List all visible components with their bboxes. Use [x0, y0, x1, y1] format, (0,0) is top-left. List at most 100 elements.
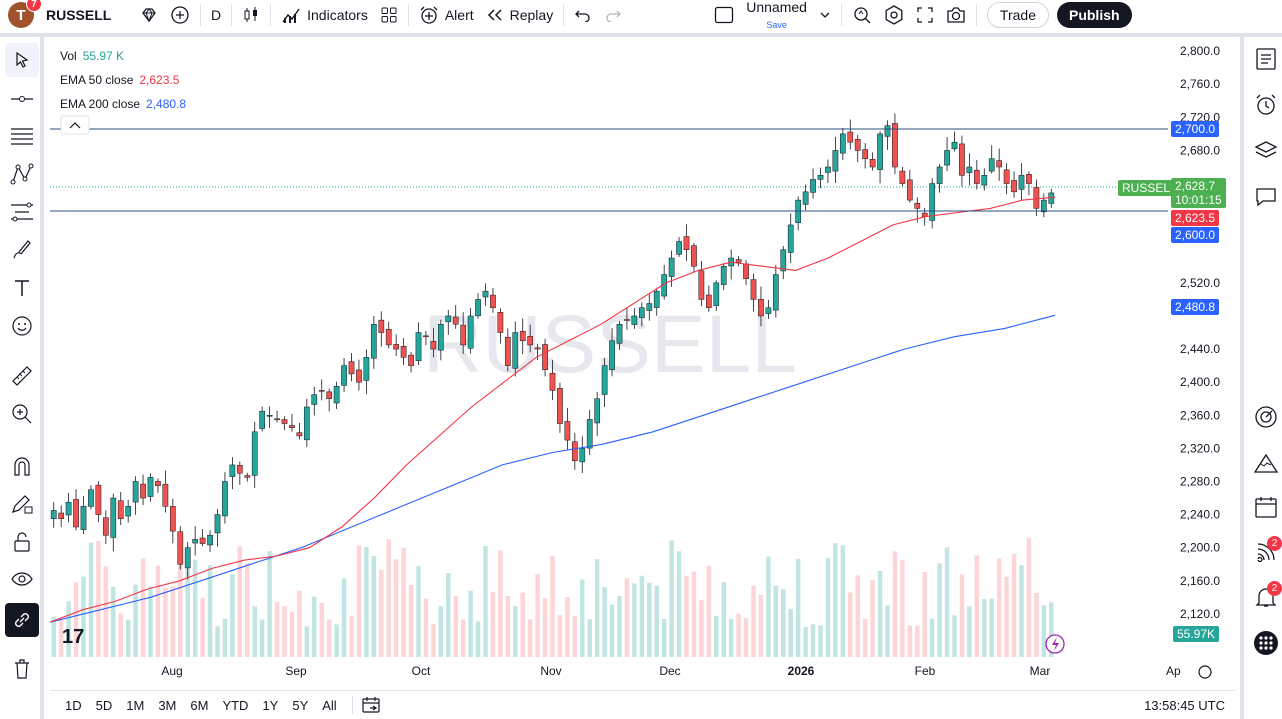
measure-tool[interactable]: [5, 359, 39, 393]
range-button-6m[interactable]: 6M: [190, 697, 209, 713]
legend-vol[interactable]: Vol 55.97 K: [60, 44, 186, 68]
chat-button[interactable]: [1248, 179, 1282, 215]
quick-search-icon[interactable]: [846, 1, 878, 29]
candle-body: [199, 537, 206, 544]
volume-bar: [1034, 592, 1039, 657]
candle-body: [192, 539, 199, 544]
volume-bar: [870, 580, 875, 657]
drawing-mode-tool[interactable]: [5, 487, 39, 521]
hline-upper-label[interactable]: 2,700.0: [1171, 121, 1220, 137]
price-tick: 2,200.0: [1180, 541, 1220, 555]
volume-bar: [684, 575, 689, 657]
hline-lower-label[interactable]: 2,600.0: [1171, 227, 1220, 243]
streams-button[interactable]: 2: [1248, 534, 1282, 570]
fullscreen-icon[interactable]: [910, 1, 940, 29]
layout-select-icon[interactable]: [708, 1, 740, 29]
last-price-box[interactable]: 2,628.7 10:01:15: [1171, 178, 1226, 208]
volume-bar: [468, 590, 473, 657]
user-avatar[interactable]: T 7: [8, 0, 42, 28]
trade-button[interactable]: Trade: [986, 2, 1049, 28]
time-axis-settings-icon[interactable]: [1198, 665, 1212, 679]
volume-bar: [475, 621, 481, 657]
range-button-5d[interactable]: 5D: [95, 697, 113, 713]
candle-body: [65, 501, 72, 516]
volume-bar: [297, 590, 302, 657]
utc-clock[interactable]: 13:58:45 UTC: [1144, 697, 1225, 713]
remove-drawings-tool[interactable]: [5, 652, 39, 686]
indicators-button[interactable]: Indicators: [275, 1, 374, 29]
calendar-button[interactable]: [1248, 489, 1282, 525]
candle-body: [609, 340, 615, 370]
sync-drawings-tool[interactable]: [5, 603, 39, 637]
volume-bar: [661, 619, 667, 657]
range-button-3m[interactable]: 3M: [158, 697, 177, 713]
symbol-search[interactable]: RUSSELL: [46, 7, 112, 23]
lock-tool[interactable]: [5, 525, 39, 559]
add-symbol-icon[interactable]: [164, 1, 196, 29]
text-tool[interactable]: [5, 271, 39, 305]
cursor-tool[interactable]: [5, 43, 39, 77]
time-axis[interactable]: Aug Sep Oct Nov Dec 2026 Feb Mar Ap: [161, 664, 1181, 678]
chevron-down-icon[interactable]: [813, 1, 837, 29]
pattern-icon: [10, 163, 34, 185]
range-button-5y[interactable]: 5Y: [292, 697, 309, 713]
candle-body: [988, 158, 995, 172]
alerts-button[interactable]: [1248, 87, 1282, 123]
brush-tool[interactable]: [5, 233, 39, 267]
price-axis[interactable]: 2,800.02,760.02,720.02,680.02,640.02,520…: [1180, 44, 1220, 621]
horizontal-line-icon: [11, 96, 33, 102]
candle-body: [929, 183, 936, 221]
legend-ema50[interactable]: EMA 50 close 2,623.5: [60, 68, 186, 92]
trendline-tool[interactable]: [5, 82, 39, 116]
goto-date-icon[interactable]: [361, 696, 381, 714]
layout-name-button[interactable]: Unnamed Save: [740, 0, 813, 30]
settings-gear-icon[interactable]: [878, 1, 910, 29]
watchlist-button[interactable]: [1248, 41, 1282, 77]
volume-bar: [676, 551, 682, 657]
collapse-legend-button[interactable]: [60, 115, 90, 135]
apps-button[interactable]: [1248, 625, 1282, 661]
templates-grid-icon[interactable]: [374, 1, 404, 29]
technicals-button[interactable]: [1248, 399, 1282, 435]
camera-snapshot-icon[interactable]: [940, 1, 972, 29]
candle-body: [862, 149, 869, 159]
range-button-ytd[interactable]: YTD: [222, 697, 249, 713]
object-tree-button[interactable]: [1248, 133, 1282, 169]
volume-bar: [877, 570, 883, 657]
volume-bar: [215, 626, 220, 657]
range-button-1m[interactable]: 1M: [126, 697, 145, 713]
redo-icon[interactable]: [598, 1, 628, 29]
candle-body: [169, 506, 176, 532]
volume-bar: [892, 551, 898, 657]
range-button-all[interactable]: All: [322, 697, 337, 713]
zoom-tool[interactable]: [5, 397, 39, 431]
replay-button[interactable]: Replay: [480, 1, 560, 29]
publish-button[interactable]: Publish: [1056, 2, 1132, 28]
undo-icon[interactable]: [568, 1, 598, 29]
ema200-line: [50, 314, 1056, 623]
volume-bar: [542, 598, 548, 657]
candle-body: [117, 500, 124, 519]
interval-button[interactable]: D: [211, 7, 222, 23]
range-button-1y[interactable]: 1Y: [262, 697, 279, 713]
prediction-tool[interactable]: [5, 195, 39, 229]
range-button-1d[interactable]: 1D: [65, 697, 82, 713]
candle-type-icon[interactable]: [236, 1, 266, 29]
price-chart[interactable]: RUSSELL 2,800.02,760.02,720.02,680.02,64…: [50, 37, 1235, 687]
visibility-tool[interactable]: [5, 562, 39, 596]
pattern-tool[interactable]: [5, 157, 39, 191]
favorite-diamond-icon[interactable]: [134, 1, 164, 29]
emoji-tool[interactable]: [5, 309, 39, 343]
alert-button[interactable]: Alert: [413, 1, 480, 29]
volume-bar: [773, 585, 779, 657]
fib-tool[interactable]: [5, 119, 39, 153]
candle-body: [244, 475, 251, 478]
candle-body: [155, 481, 161, 486]
magnet-tool[interactable]: [5, 449, 39, 483]
legend-ema200[interactable]: EMA 200 close 2,480.8: [60, 92, 186, 116]
notifications-button[interactable]: 2: [1248, 579, 1282, 615]
candle-body: [1026, 174, 1032, 184]
candle-body: [869, 158, 876, 168]
ema200-price-label: 2,480.8: [1171, 299, 1220, 315]
ideas-button[interactable]: [1248, 445, 1282, 481]
